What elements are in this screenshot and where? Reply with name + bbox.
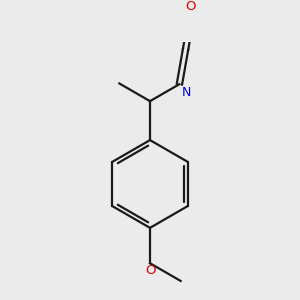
Text: N: N (182, 86, 191, 99)
Text: O: O (145, 264, 155, 277)
Text: O: O (185, 0, 196, 13)
